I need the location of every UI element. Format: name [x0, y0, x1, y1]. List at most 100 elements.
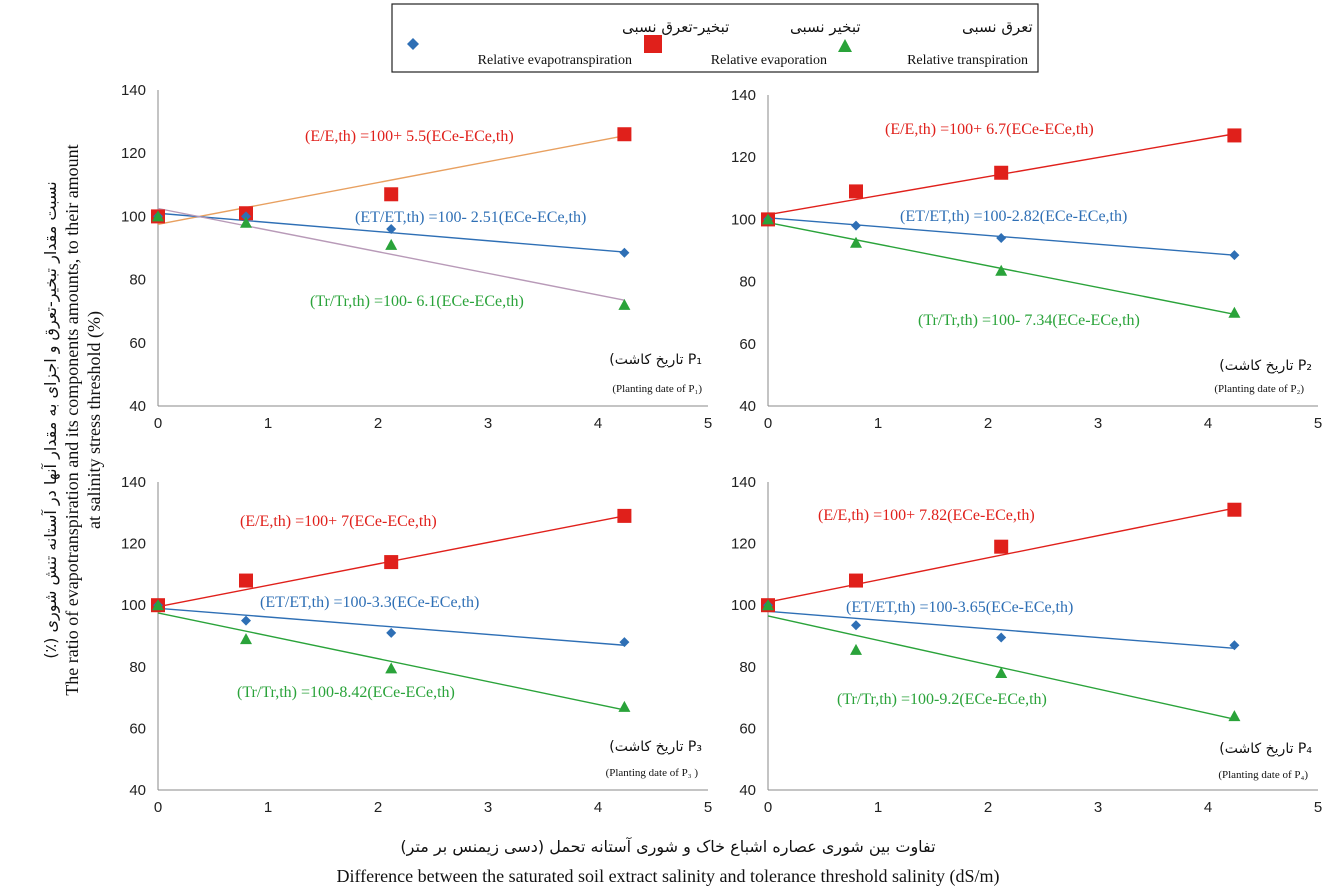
y-tick-label: 100: [121, 597, 146, 614]
x-tick-label: 1: [874, 415, 882, 432]
equation-e: (E/E,th) =100+ 7(ECe-ECe,th): [240, 513, 437, 530]
legend-et-marker: [407, 38, 419, 50]
x-tick-label: 1: [874, 799, 882, 816]
y-tick-label: 120: [121, 536, 146, 553]
legend-e-label-fa: تبخیر نسبی: [790, 18, 861, 36]
legend-e-marker: [644, 35, 662, 53]
point-e: [1227, 502, 1242, 517]
x-tick-label: 0: [154, 415, 162, 432]
planting-date-label-en: (Planting date of P₂): [1214, 383, 1304, 395]
x-tick-label: 5: [1314, 415, 1322, 432]
legend-e-label-en: Relative evaporation: [711, 53, 827, 68]
equation-et: (ET/ET,th) =100-3.65(ECe-ECe,th): [846, 599, 1073, 616]
planting-date-label-fa: (تاریخ کاشت P₂: [1219, 358, 1312, 374]
point-et: [619, 247, 630, 258]
legend-et-label-en: Relative evapotranspiration: [478, 53, 632, 68]
point-tr: [850, 236, 862, 248]
point-e: [617, 127, 632, 142]
x-tick-label: 4: [1204, 415, 1212, 432]
y-tick-label: 80: [129, 659, 146, 676]
x-tick-label: 5: [704, 415, 712, 432]
x-tick-label: 5: [704, 799, 712, 816]
point-e: [617, 508, 632, 523]
trendline-e: [767, 507, 1235, 603]
x-tick-label: 1: [264, 415, 272, 432]
trendline-tr: [157, 207, 625, 301]
x-tick-label: 0: [764, 415, 772, 432]
point-tr: [240, 216, 252, 228]
point-et: [386, 627, 397, 638]
point-e: [849, 184, 863, 199]
y-tick-label: 100: [731, 211, 756, 228]
panel-4: 0 1 2 3 4 5 40 60 80 100 120 140 (E/E,th) =100+ 7.82…: [731, 474, 1322, 816]
x-axis-title-fa: تفاوت بین شوری عصاره اشباع خاک و شوری آس…: [400, 837, 935, 857]
point-tr: [152, 599, 164, 611]
y-tick-label: 80: [129, 272, 146, 289]
planting-date-label-fa: (تاریخ کاشت P₁: [609, 352, 702, 368]
point-et: [619, 637, 630, 648]
planting-date-label-en: (Planting date of P₃ ): [606, 767, 699, 779]
point-tr: [995, 666, 1008, 678]
y-tick-label: 100: [121, 208, 146, 225]
equation-tr: (Tr/Tr,th) =100- 7.34(ECe-ECe,th): [918, 312, 1140, 329]
x-tick-label: 3: [1094, 799, 1102, 816]
x-axis-title-en: Difference between the saturated soil ex…: [337, 866, 1000, 887]
panel-2: 0 1 2 3 4 5 40 60 80 100 120 140 (E/E,th) =100+ 6.7(…: [731, 87, 1322, 432]
planting-date-label-fa: (تاریخ کاشت P₄: [1219, 741, 1312, 757]
point-et: [851, 220, 861, 231]
point-e: [239, 573, 253, 588]
point-tr: [762, 213, 774, 225]
legend-et-label-fa: تبخیر-تعرق نسبی: [622, 18, 729, 36]
x-tick-label: 5: [1314, 799, 1322, 816]
y-tick-label: 80: [739, 659, 756, 676]
y-tick-label: 40: [739, 398, 756, 415]
x-tick-label: 4: [1204, 799, 1212, 816]
y-tick-label: 60: [129, 335, 146, 352]
point-tr: [240, 633, 252, 645]
point-tr: [618, 700, 631, 712]
point-tr: [850, 643, 862, 655]
equation-et: (ET/ET,th) =100-2.82(ECe-ECe,th): [900, 208, 1127, 225]
y-tick-label: 60: [129, 720, 146, 737]
trendline-tr: [157, 612, 625, 711]
legend: تبخیر-تعرق نسبی Relative evapotranspirat…: [391, 3, 1039, 73]
equation-e: (E/E,th) =100+ 7.82(ECe-ECe,th): [818, 507, 1035, 524]
point-et: [241, 211, 251, 222]
x-tick-label: 1: [264, 799, 272, 816]
point-e: [994, 539, 1009, 554]
x-tick-label: 2: [984, 799, 992, 816]
y-tick-label: 140: [731, 474, 756, 491]
y-tick-label: 40: [739, 782, 756, 799]
point-et: [996, 233, 1007, 244]
x-tick-label: 4: [594, 799, 602, 816]
equation-e: (E/E,th) =100+ 5.5(ECe-ECe,th): [305, 128, 514, 145]
x-tick-label: 3: [484, 415, 492, 432]
legend-box: [391, 3, 1039, 73]
x-tick-label: 4: [594, 415, 602, 432]
x-tick-label: 2: [984, 415, 992, 432]
legend-tr-label-en: Relative transpiration: [907, 53, 1028, 68]
legend-tr-label-fa: تعرق نسبی: [962, 18, 1033, 36]
x-tick-label: 0: [154, 799, 162, 816]
point-e: [994, 165, 1009, 180]
y-axis-title-en-line1: The ratio of evapotranspiration and its …: [62, 144, 82, 695]
y-tick-label: 140: [731, 87, 756, 104]
point-tr: [1228, 710, 1241, 722]
panel-1: 0 1 2 3 4 5 40 60 80 100 120 140 (E/E,th) =100+ 5.5(…: [121, 82, 712, 432]
planting-date-label-fa: (تاریخ کاشت P₃: [609, 739, 702, 755]
x-tick-label: 2: [374, 415, 382, 432]
y-tick-label: 120: [731, 536, 756, 553]
x-tick-label: 3: [484, 799, 492, 816]
point-tr: [1228, 306, 1241, 318]
point-tr: [385, 238, 398, 250]
x-tick-label: 3: [1094, 415, 1102, 432]
panel-3: 0 1 2 3 4 5 40 60 80 100 120 140 (E/E,th) =100+ 7(EC…: [121, 474, 712, 816]
equation-tr: (Tr/Tr,th) =100-8.42(ECe-ECe,th): [237, 684, 455, 701]
trendline-e: [157, 135, 625, 225]
y-tick-label: 60: [739, 720, 756, 737]
point-tr: [152, 210, 164, 222]
point-tr: [995, 264, 1008, 276]
x-tick-label: 0: [764, 799, 772, 816]
